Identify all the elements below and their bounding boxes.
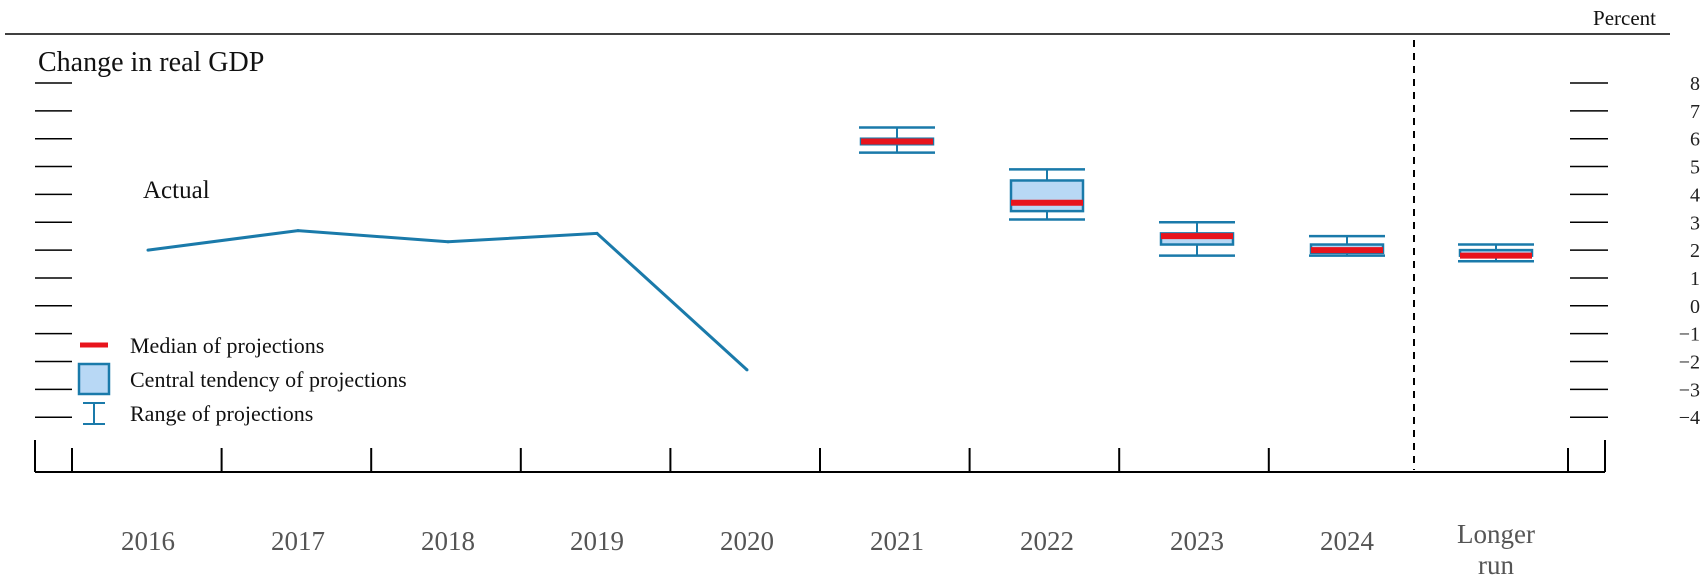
legend-central-tendency-swatch — [77, 362, 111, 396]
y-axis-tick-labels: 8 7 6 5 4 3 2 1 0 −1 −2 −3 −4 — [1679, 73, 1700, 429]
actual-point — [146, 248, 150, 252]
unit-label: Percent — [1593, 6, 1656, 30]
x-category-label: 2023 — [1170, 526, 1224, 556]
y-tick-label: 7 — [1690, 101, 1700, 123]
y-tick-label: 5 — [1690, 157, 1700, 179]
y-tick-label: −4 — [1679, 407, 1700, 429]
y-tick-label: 1 — [1690, 268, 1700, 290]
left-tick-marks — [35, 82, 72, 418]
x-category-label-line: Longer — [1457, 519, 1535, 549]
x-axis — [34, 440, 1606, 473]
projection-2023 — [1159, 221, 1235, 257]
actual-series-points — [146, 229, 749, 372]
x-axis-category-labels: 2016 2017 2018 2019 2020 2021 2022 2023 2024 Long… — [121, 519, 1535, 580]
legend: Median of projections Central tendency o… — [77, 333, 407, 426]
projection-2022 — [1009, 168, 1085, 221]
legend-range-swatch — [83, 402, 105, 425]
x-category-label: 2019 — [570, 526, 624, 556]
x-category-label: 2017 — [271, 526, 325, 556]
y-tick-label: 6 — [1690, 129, 1700, 151]
projection-boxes — [859, 126, 1534, 263]
projection-2021 — [859, 126, 935, 154]
y-tick-label: −1 — [1679, 324, 1700, 346]
x-category-label-line: run — [1478, 550, 1514, 580]
projection-2024 — [1309, 234, 1385, 257]
x-category-label: 2018 — [421, 526, 475, 556]
x-category-label: 2020 — [720, 526, 774, 556]
y-tick-label: 4 — [1690, 184, 1700, 206]
legend-central-tendency-label: Central tendency of projections — [130, 367, 407, 392]
x-category-label: 2016 — [121, 526, 175, 556]
actual-point — [296, 229, 300, 233]
x-category-label: 2022 — [1020, 526, 1074, 556]
x-category-label: Longer run — [1457, 519, 1535, 580]
y-tick-label: 8 — [1690, 73, 1700, 95]
right-tick-marks — [1570, 82, 1608, 418]
projection-longer-run — [1458, 243, 1534, 263]
legend-median-label: Median of projections — [130, 333, 324, 358]
x-category-label: 2021 — [870, 526, 924, 556]
actual-label: Actual — [143, 177, 210, 204]
actual-point — [745, 368, 749, 372]
actual-point — [446, 240, 450, 244]
y-tick-label: 3 — [1690, 212, 1700, 234]
y-tick-label: 2 — [1690, 240, 1700, 262]
x-category-label: 2024 — [1320, 526, 1375, 556]
y-tick-label: 0 — [1690, 296, 1700, 318]
chart-title: Change in real GDP — [38, 47, 264, 78]
actual-point — [595, 231, 599, 235]
central-tendency-box — [1009, 179, 1085, 213]
legend-range-label: Range of projections — [130, 401, 313, 426]
y-tick-label: −2 — [1679, 352, 1700, 374]
y-tick-label: −3 — [1679, 379, 1700, 401]
